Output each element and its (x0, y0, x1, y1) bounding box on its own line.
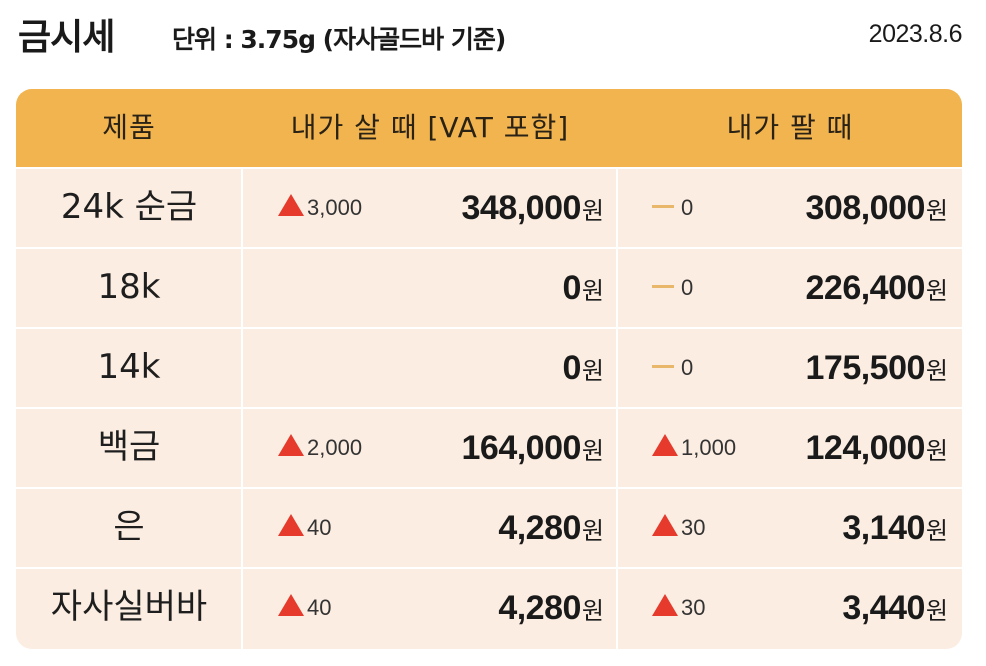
up-triangle-icon (652, 434, 678, 456)
sell-change: 30 (652, 569, 705, 647)
sell-change: 1,000 (652, 409, 736, 487)
currency-suffix: 원 (581, 517, 604, 545)
buy-price: 348,000원 (462, 169, 605, 247)
column-divider (616, 489, 618, 569)
buy-price-value: 164,000 (461, 429, 582, 467)
table-row: 백금 2,000 164,000원 1,000 124,000원 (16, 407, 962, 489)
buy-change-value: 40 (307, 515, 332, 540)
up-triangle-icon (652, 514, 678, 536)
sell-change-value: 1,000 (681, 435, 737, 460)
sell-change-value: 30 (681, 515, 706, 540)
buy-price: 164,000원 (462, 409, 605, 487)
sell-price-value: 3,440 (842, 589, 925, 627)
column-divider (241, 169, 243, 249)
column-divider (241, 249, 243, 329)
currency-suffix: 원 (581, 597, 604, 625)
table-row: 14k 0원 0 175,500원 (16, 327, 962, 409)
buy-change-value: 2,000 (307, 435, 363, 460)
sell-change: 0 (652, 329, 693, 407)
currency-suffix: 원 (925, 277, 948, 305)
column-divider (241, 569, 243, 649)
buy-change-value: 40 (307, 595, 332, 620)
sell-price: 308,000원 (806, 169, 949, 247)
sell-change-value: 0 (681, 355, 694, 380)
no-change-dash-icon (652, 205, 674, 208)
table-row: 은 40 4,280원 30 3,140원 (16, 487, 962, 569)
currency-suffix: 원 (925, 597, 948, 625)
sell-change-value: 30 (681, 595, 706, 620)
price-date: 2023.8.6 (868, 20, 963, 48)
column-header-buy: 내가 살 때 [VAT 포함] (290, 111, 570, 144)
currency-suffix: 원 (925, 437, 948, 465)
no-change-dash-icon (652, 285, 674, 288)
product-name: 자사실버바 (50, 587, 208, 627)
column-divider (616, 249, 618, 329)
currency-suffix: 원 (925, 197, 948, 225)
currency-suffix: 원 (581, 277, 604, 305)
table-row: 18k 0원 0 226,400원 (16, 247, 962, 329)
column-divider (616, 569, 618, 649)
column-header-product: 제품 (102, 111, 156, 144)
buy-price-value: 348,000 (461, 189, 582, 227)
sell-change-value: 0 (681, 275, 694, 300)
page-title: 금시세 (18, 17, 115, 58)
buy-price-value: 0 (562, 269, 581, 307)
no-change-dash-icon (652, 365, 674, 368)
sell-change: 0 (652, 249, 693, 327)
currency-suffix: 원 (581, 357, 604, 385)
buy-change: 2,000 (278, 409, 362, 487)
sell-price-value: 3,140 (842, 509, 925, 547)
up-triangle-icon (278, 594, 304, 616)
sell-price: 175,500원 (806, 329, 949, 407)
currency-suffix: 원 (925, 357, 948, 385)
product-name: 24k 순금 (60, 187, 198, 227)
sell-price: 3,140원 (842, 489, 948, 567)
up-triangle-icon (652, 594, 678, 616)
sell-price: 226,400원 (806, 249, 949, 327)
unit-note: 단위 : 3.75g (자사골드바 기준) (172, 25, 506, 54)
sell-price: 124,000원 (806, 409, 949, 487)
sell-price-value: 226,400 (805, 269, 926, 307)
buy-change-value: 3,000 (307, 195, 363, 220)
column-divider (241, 489, 243, 569)
page-header: 금시세 단위 : 3.75g (자사골드바 기준) 2023.8.6 (0, 0, 986, 70)
column-header-sell: 내가 팔 때 (726, 111, 854, 144)
buy-price: 0원 (562, 329, 604, 407)
sell-change-value: 0 (681, 195, 694, 220)
sell-price-value: 308,000 (805, 189, 926, 227)
sell-change: 0 (652, 169, 693, 247)
up-triangle-icon (278, 514, 304, 536)
currency-suffix: 원 (925, 517, 948, 545)
column-divider (616, 329, 618, 409)
column-divider (241, 329, 243, 409)
up-triangle-icon (278, 194, 304, 216)
sell-price-value: 175,500 (805, 349, 926, 387)
sell-change: 30 (652, 489, 705, 567)
buy-price-value: 4,280 (498, 589, 581, 627)
buy-price-value: 4,280 (498, 509, 581, 547)
sell-price-value: 124,000 (805, 429, 926, 467)
buy-price: 4,280원 (498, 569, 604, 647)
gold-price-table: 제품 내가 살 때 [VAT 포함] 내가 팔 때 24k 순금 3,000 348… (16, 89, 962, 649)
product-name: 14k (97, 347, 161, 387)
currency-suffix: 원 (581, 197, 604, 225)
up-triangle-icon (278, 434, 304, 456)
table-row: 자사실버바 40 4,280원 30 3,440원 (16, 567, 962, 649)
buy-price: 4,280원 (498, 489, 604, 567)
buy-price-value: 0 (562, 349, 581, 387)
sell-price: 3,440원 (842, 569, 948, 647)
buy-change: 40 (278, 569, 331, 647)
buy-price: 0원 (562, 249, 604, 327)
product-name: 은 (113, 507, 145, 547)
column-divider (616, 169, 618, 249)
column-divider (616, 409, 618, 489)
currency-suffix: 원 (581, 437, 604, 465)
buy-change: 3,000 (278, 169, 362, 247)
column-divider (241, 409, 243, 489)
product-name: 18k (97, 267, 161, 307)
buy-change: 40 (278, 489, 331, 567)
table-row: 24k 순금 3,000 348,000원 0 308,000원 (16, 167, 962, 249)
product-name: 백금 (97, 427, 161, 467)
table-header: 제품 내가 살 때 [VAT 포함] 내가 팔 때 (16, 89, 962, 167)
